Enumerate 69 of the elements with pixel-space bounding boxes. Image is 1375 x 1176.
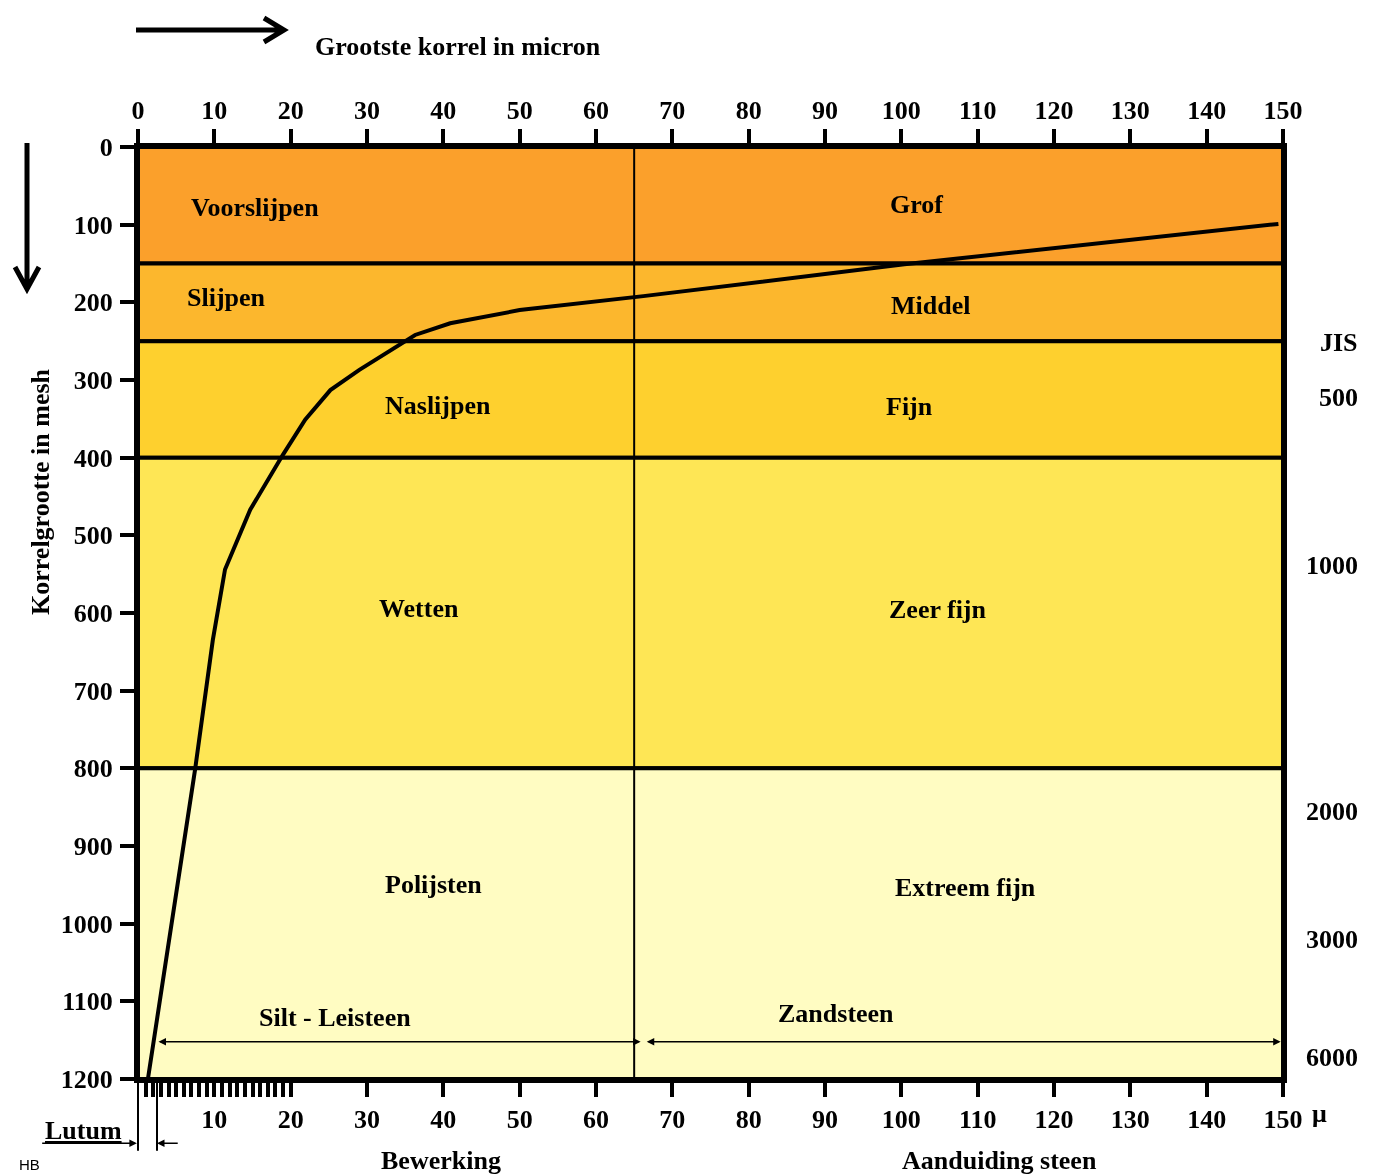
x2-tick-label: 110 [958, 95, 997, 125]
y-tick-label: 1100 [62, 987, 113, 1017]
annotation: Slijpen [187, 283, 266, 312]
x-tick-label: 80 [735, 1105, 762, 1135]
x-tick-label: 70 [659, 1105, 686, 1135]
x-tick-label: 60 [583, 1105, 609, 1135]
text: μ [1312, 1099, 1327, 1128]
y-tick-label: 800 [73, 754, 113, 784]
x2-tick-label: 50 [506, 95, 533, 125]
text: Lutum [45, 1116, 122, 1145]
text: 6000 [1306, 1043, 1358, 1072]
x-tick-label: 20 [277, 1105, 304, 1135]
x2-axis-title: Grootste korrel in micron [315, 32, 601, 61]
x2-tick-label: 0 [131, 95, 145, 125]
y-tick-label: 0 [99, 133, 113, 163]
annotation: Naslijpen [385, 391, 491, 420]
y-tick-label: 500 [73, 521, 113, 551]
x2-tick-label: 130 [1110, 95, 1150, 125]
y-tick-label: 1200 [60, 1065, 113, 1095]
y-tick-label: 100 [73, 210, 113, 240]
x2-tick-label: 90 [812, 95, 838, 125]
x2-tick-label: 20 [277, 95, 304, 125]
x-tick-label: 40 [430, 1105, 457, 1135]
y-tick-label: 600 [73, 599, 113, 629]
text: 500 [1319, 383, 1358, 412]
x2-tick-label: 150 [1263, 95, 1303, 125]
x-tick-label: 140 [1187, 1105, 1227, 1135]
annotation: Silt - Leisteen [259, 1003, 412, 1032]
text: 1000 [1306, 551, 1358, 580]
annotation: Zandsteen [778, 999, 895, 1028]
x2-tick-label: 100 [881, 95, 921, 125]
annotation: Wetten [379, 594, 459, 623]
x2-tick-label: 70 [659, 95, 686, 125]
y-tick-label: 300 [73, 366, 113, 396]
text: HB [19, 1156, 40, 1173]
text: Aanduiding steen [902, 1146, 1097, 1175]
text: Bewerking [381, 1146, 501, 1175]
x2-tick-label: 10 [201, 95, 228, 125]
x-tick-label: 110 [958, 1105, 997, 1135]
annotation: Middel [891, 291, 971, 320]
x2-tick-label: 60 [583, 95, 609, 125]
x2-tick-label: 80 [735, 95, 762, 125]
annotation: Fijn [886, 392, 933, 421]
x-tick-label: 120 [1034, 1105, 1074, 1135]
annotation: Voorslijpen [191, 193, 320, 222]
x-tick-label: 50 [506, 1105, 533, 1135]
y-tick-label: 900 [73, 832, 113, 862]
x-tick-label: 150 [1263, 1105, 1303, 1135]
annotation: Extreem fijn [895, 873, 1036, 902]
annotation: Zeer fijn [889, 595, 987, 624]
x-tick-label: 90 [812, 1105, 838, 1135]
x2-tick-label: 40 [430, 95, 457, 125]
annotation: Grof [890, 190, 944, 219]
y-tick-label: 700 [73, 676, 113, 706]
text: 2000 [1306, 797, 1358, 826]
y-tick-label: 200 [73, 288, 113, 318]
x2-tick-label: 140 [1187, 95, 1227, 125]
text: JIS [1320, 328, 1358, 357]
x-tick-label: 10 [201, 1105, 228, 1135]
x-tick-label: 130 [1110, 1105, 1150, 1135]
text: 3000 [1306, 925, 1358, 954]
y-tick-label: 400 [73, 443, 113, 473]
y-axis-title: Korrelgrootte in mesh [26, 368, 56, 615]
y-tick-label: 1000 [60, 909, 113, 939]
x2-tick-label: 120 [1034, 95, 1074, 125]
annotation: Polijsten [385, 870, 483, 899]
x-tick-label: 30 [354, 1105, 380, 1135]
x-tick-label: 100 [881, 1105, 921, 1135]
x2-tick-label: 30 [354, 95, 380, 125]
